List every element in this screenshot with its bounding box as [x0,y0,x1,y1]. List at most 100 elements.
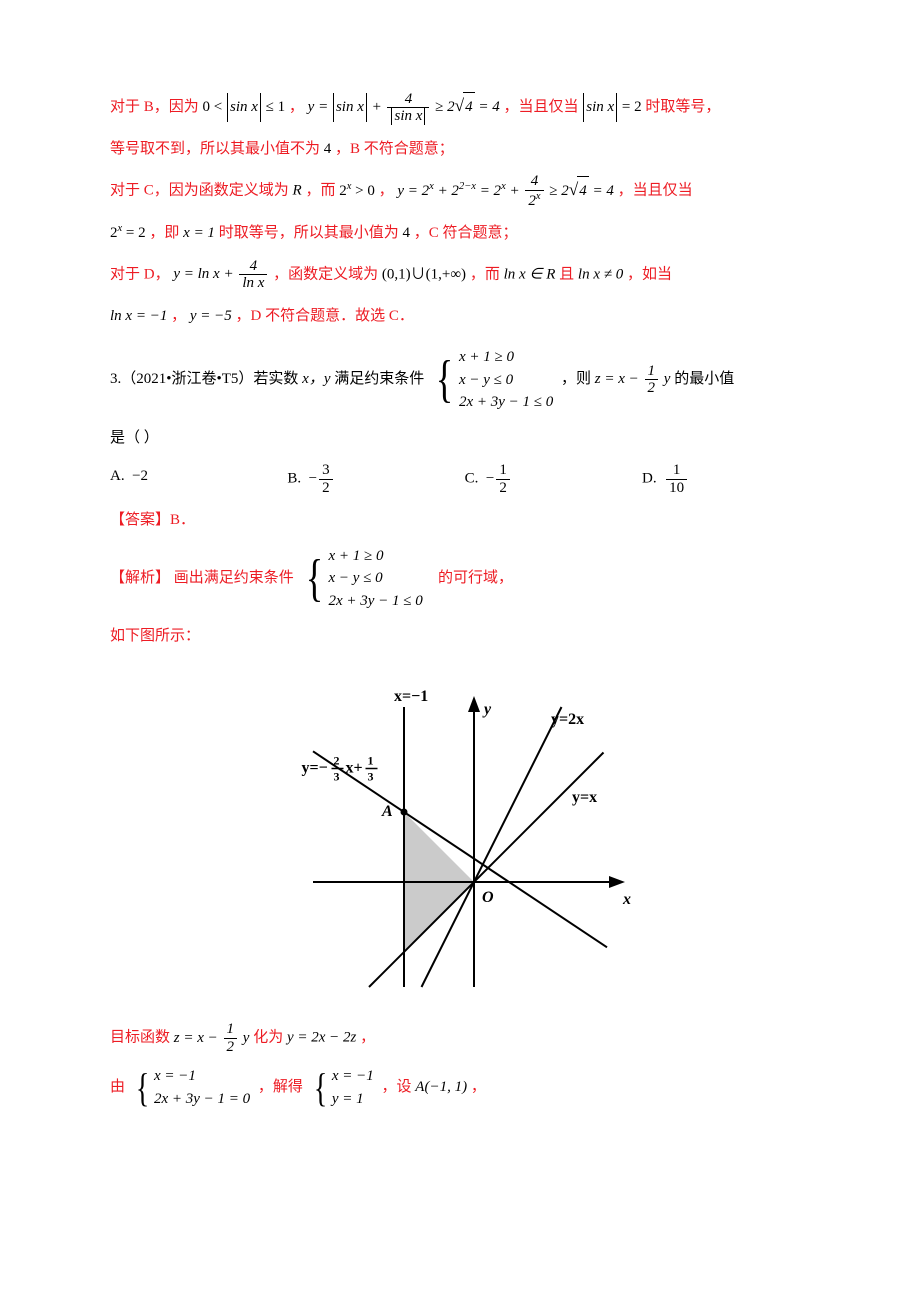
option-c: C. −12 [465,462,633,496]
t: 2 [339,183,347,199]
t: ，C 符合题意； [414,225,518,241]
text: 对于 B，因为 [110,99,199,115]
num: 1 [224,1021,238,1039]
sup: 2−x [459,181,476,192]
option-a: A. −2 [110,462,278,496]
t: y = 2x − 2z [287,1030,356,1046]
t: x = 1 [183,225,215,241]
t: 满足约束条件 [331,371,425,387]
t: x，y [302,371,330,387]
options-row: A. −2 B. −32 C. −12 D. 110 [110,462,810,496]
t: ， [171,308,186,324]
line: x = −1 [332,1065,374,1088]
sup: x [118,223,123,234]
t: y = 2 [397,183,429,199]
num: 1 [496,462,510,480]
t: ，则 [561,371,591,387]
math: 2x > 0 [339,183,378,199]
den: 10 [666,480,687,497]
objective-para: 目标函数 z = x − 12 y 化为 y = 2x − 2z ， [110,1021,810,1055]
math: z = x − 12 y [595,371,674,387]
frac: 12 [224,1021,238,1055]
num: 4 [525,173,543,191]
frac: 4 2x [525,173,543,209]
num: 4 [387,91,429,109]
t: ，当且仅当 [618,183,693,199]
chart-svg: yxOAx=−1y=2xy=xy=−23x+13 [280,666,640,996]
t: z = x − [174,1030,218,1046]
den: ln x [239,275,267,292]
svg-text:y=x: y=x [572,789,597,806]
math: 2x = 2 [110,225,149,241]
svg-text:x=−1: x=−1 [394,688,428,705]
t: 4 [324,141,332,157]
line: x + 1 ≥ 0 [459,346,553,369]
t: y = ln x + [173,266,233,282]
t: > 0 [355,183,375,199]
abs: sin x [333,93,367,122]
label: B. [287,471,301,487]
svg-text:3: 3 [334,769,340,783]
t: 2 [528,193,536,209]
math: y = 2x + 22−x = 2x + 4 2x ≥ 2√4 = 4 [397,183,617,199]
t: ≥ 2 [549,183,568,199]
t: 等号取不到，所以其最小值不为 [110,141,320,157]
t: y [243,1030,250,1046]
math: sin x = 2 [582,99,645,115]
t: 0 < [203,99,223,115]
frac: 12 [645,363,659,397]
t: 且 [559,266,574,282]
num: 4 [239,258,267,276]
option-d: D. 110 [642,462,810,496]
t: 目标函数 [110,1030,170,1046]
t: 时取等号， [645,99,720,115]
t: + 2 [434,183,459,199]
num: 1 [666,462,687,480]
t: ，当且仅当 [503,99,578,115]
t: ， [360,1030,375,1046]
t: ，函数定义域为 [273,266,378,282]
t: = 2 [476,183,501,199]
para-d-1: 对于 D， y = ln x + 4 ln x ，函数定义域为 (0,1)∪(1… [110,258,810,292]
constraint-system-2: { x + 1 ≥ 0 x − y ≤ 0 2x + 3y − 1 ≤ 0 [302,545,423,613]
t: ， [379,183,394,199]
t: ≥ 2 [435,99,454,115]
den: sin x [387,108,429,125]
t: = 2 [622,99,642,115]
line: y = 1 [332,1088,374,1111]
svg-text:A: A [381,803,393,820]
t: ， [471,1079,486,1095]
sqrt: 4 [463,92,475,122]
math: z = x − 12 y [174,1030,253,1046]
svg-text:y=−: y=− [302,759,328,776]
abs: sin x [227,93,261,122]
svg-text:y: y [482,701,492,718]
t: 由 [110,1079,125,1095]
label: C. [465,471,479,487]
den: 2 [496,480,510,497]
svg-text:x: x [622,891,631,908]
t: = 4 [592,183,613,199]
t: ， [289,99,304,115]
sup: x [347,181,352,192]
t: 【解析】 [110,570,170,586]
t: A(−1, 1) [415,1079,467,1095]
para-b-1: 对于 B，因为 0 < sin x ≤ 1 ， y = sin x + 4 si… [110,90,810,125]
abs: sin x [391,108,425,125]
constraint-system: { x + 1 ≥ 0 x − y ≤ 0 2x + 3y − 1 ≤ 0 [432,346,553,414]
svg-text:1: 1 [368,753,374,767]
analysis-1: 【解析】 画出满足约束条件 { x + 1 ≥ 0 x − y ≤ 0 2x +… [110,545,810,613]
math: y = ln x + 4 ln x [173,266,273,282]
t: 的可行域， [438,570,513,586]
t: ，设 [382,1079,412,1095]
math: y = sin x + 4 sin x ≥ 2√4 = 4 [308,99,504,115]
t: = 2 [126,225,146,241]
svg-text:3: 3 [368,769,374,783]
svg-text:y=2x: y=2x [551,711,584,728]
value: −2 [132,468,148,484]
solve-para: 由 { x = −1 2x + 3y − 1 = 0 ，解得 { x = −1 … [110,1065,810,1110]
frac: 4 ln x [239,258,267,292]
system-3: { x = −1 y = 1 [311,1065,374,1110]
t: z = x − [595,371,639,387]
system-2: { x = −1 2x + 3y − 1 = 0 [133,1065,250,1110]
